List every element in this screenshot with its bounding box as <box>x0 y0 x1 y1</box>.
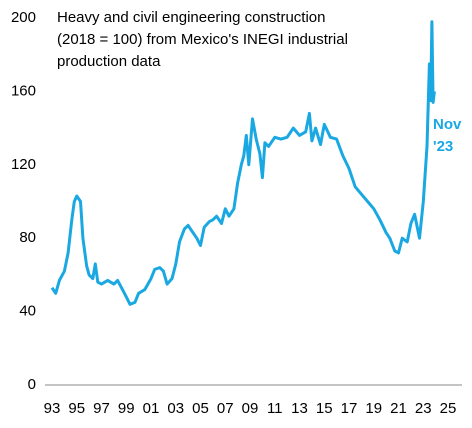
x-tick-label: 19 <box>365 400 382 417</box>
chart-title: Heavy and civil engineering construction <box>57 9 325 26</box>
x-tick-label: 93 <box>44 400 61 417</box>
x-tick-label: 01 <box>143 400 160 417</box>
x-tick-label: 95 <box>68 400 85 417</box>
x-tick-label: 15 <box>316 400 333 417</box>
x-tick-label: 05 <box>192 400 209 417</box>
y-tick-label: 0 <box>28 376 36 393</box>
x-tick-label: 21 <box>390 400 407 417</box>
chart-title: (2018 = 100) from Mexico's INEGI industr… <box>57 31 348 48</box>
x-tick-label: 97 <box>93 400 110 417</box>
x-tick-label: 13 <box>291 400 308 417</box>
x-tick-label: 99 <box>118 400 135 417</box>
y-tick-label: 120 <box>11 156 36 173</box>
y-tick-label: 160 <box>11 82 36 99</box>
y-tick-label: 40 <box>19 303 36 320</box>
x-tick-label: 03 <box>167 400 184 417</box>
annotation: Nov <box>433 116 462 133</box>
chart-title: production data <box>57 53 161 70</box>
y-tick-label: 200 <box>11 9 36 26</box>
x-tick-label: 07 <box>217 400 234 417</box>
x-tick-label: 09 <box>242 400 259 417</box>
x-tick-label: 17 <box>341 400 358 417</box>
x-tick-label: 11 <box>267 400 283 417</box>
y-tick-label: 80 <box>19 229 36 246</box>
annotation: '23 <box>433 138 453 155</box>
x-tick-label: 23 <box>415 400 432 417</box>
data-line <box>50 20 436 306</box>
x-tick-label: 25 <box>440 400 457 417</box>
